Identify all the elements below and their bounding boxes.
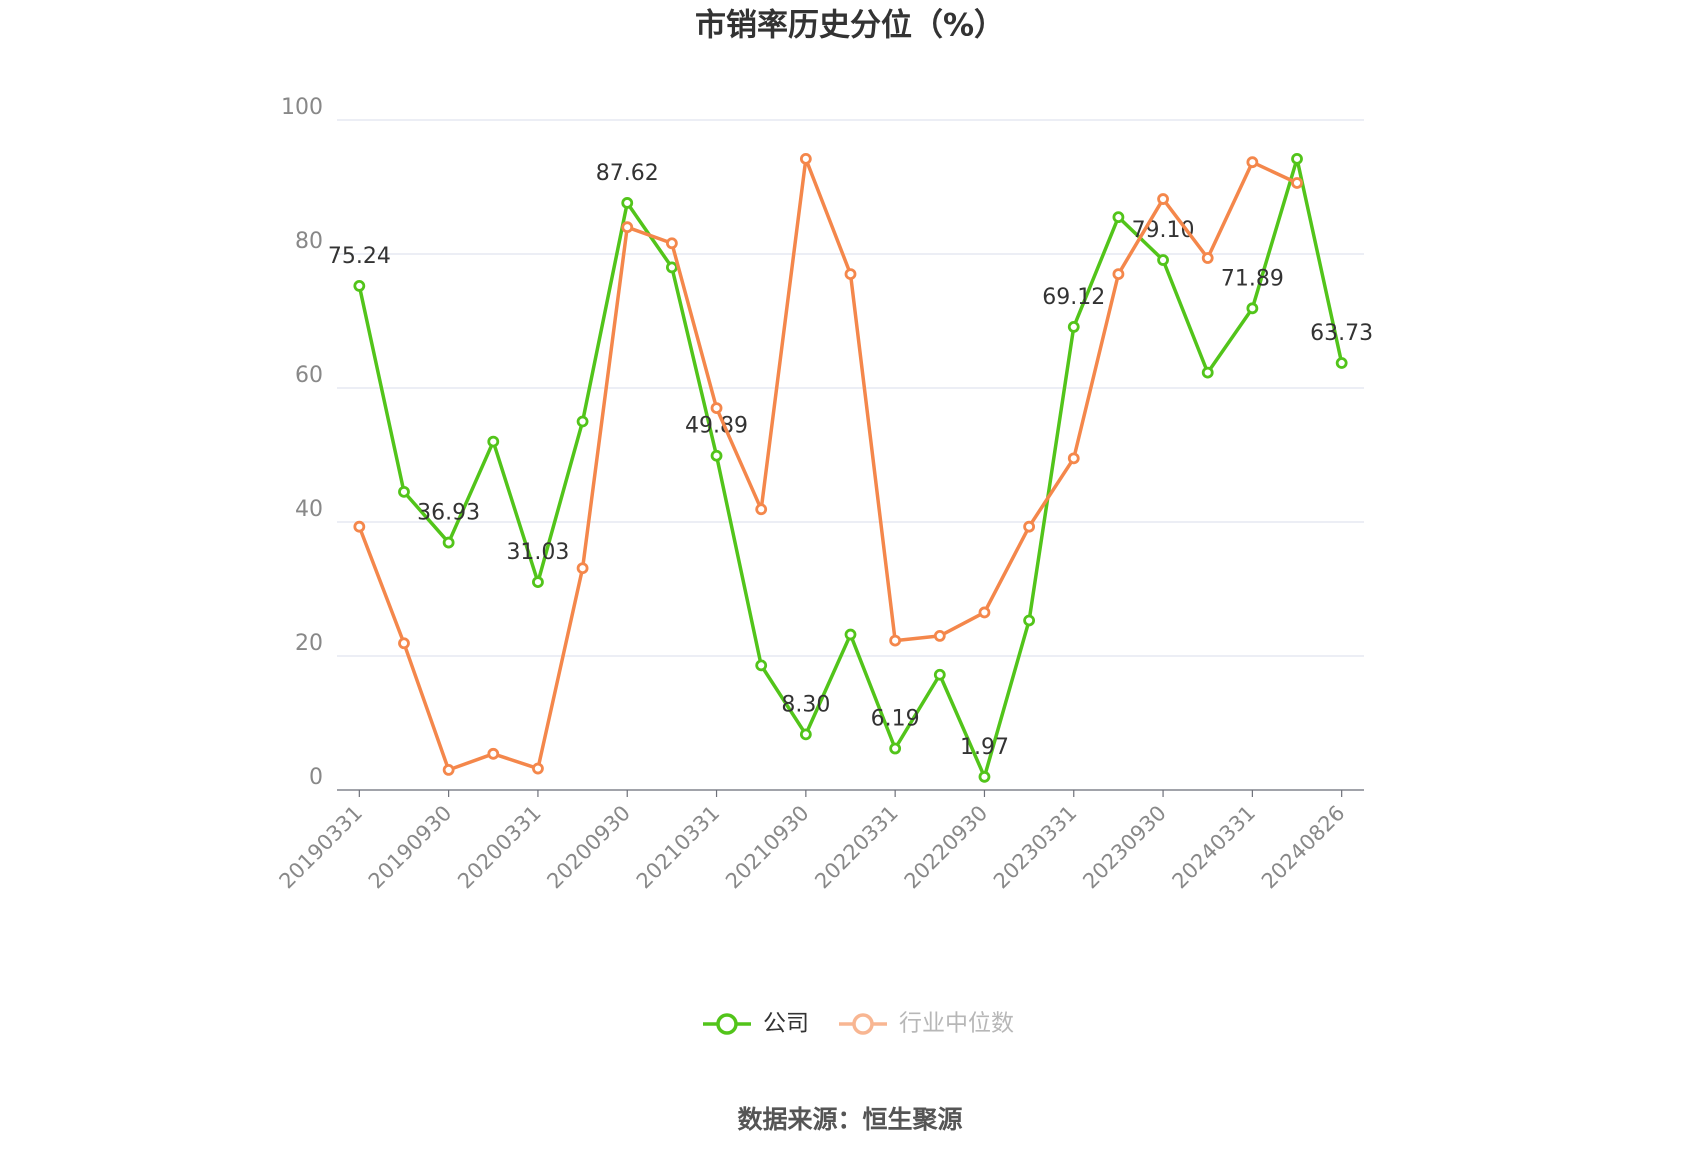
data-point	[532, 762, 544, 775]
data-point	[1201, 252, 1214, 264]
data-point	[889, 634, 902, 647]
x-tick-label: 20230930	[1078, 801, 1171, 894]
data-point	[353, 520, 366, 533]
x-tick-label: 20200930	[542, 801, 635, 894]
data-point	[532, 576, 544, 588]
chart-title: 市销率历史分位（%）	[695, 8, 1005, 44]
data-point	[487, 435, 500, 448]
data-point	[1291, 152, 1303, 165]
source-note: 数据来源：恒生聚源	[737, 1105, 962, 1134]
data-point	[1157, 254, 1169, 266]
x-tick-label: 20190930	[364, 801, 457, 894]
x-tick-label: 20230331	[989, 801, 1082, 894]
data-point	[844, 628, 857, 641]
data-point	[933, 630, 946, 642]
legend-label: 公司	[763, 1011, 809, 1037]
legend-marker	[852, 1013, 874, 1035]
x-tick-label: 20210331	[632, 801, 725, 894]
data-point	[442, 536, 455, 549]
data-point	[1201, 366, 1214, 379]
data-label: 75.24	[328, 244, 391, 269]
data-point	[1246, 302, 1259, 315]
data-label: 63.73	[1310, 321, 1373, 346]
data-label: 69.12	[1042, 285, 1105, 310]
y-tick-label: 60	[295, 363, 323, 388]
data-point	[1335, 357, 1348, 369]
data-point	[1112, 268, 1125, 281]
data-label: 49.89	[685, 414, 748, 439]
data-point	[978, 606, 991, 619]
data-point	[1112, 211, 1125, 224]
data-point	[755, 659, 768, 672]
data-point	[487, 747, 500, 760]
x-tick-label: 20210930	[721, 801, 814, 894]
data-point	[755, 503, 768, 516]
data-point	[710, 402, 723, 415]
series-line	[357, 157, 1344, 779]
legend-marker	[716, 1013, 738, 1035]
data-point	[576, 415, 589, 428]
y-tick-label: 20	[295, 631, 323, 656]
data-label: 87.62	[596, 161, 659, 186]
data-point	[1246, 156, 1259, 169]
data-point	[978, 770, 991, 783]
data-point	[1291, 177, 1303, 189]
x-tick-label: 20220331	[810, 801, 903, 894]
data-point	[621, 197, 634, 209]
data-point	[398, 637, 410, 650]
data-point	[799, 152, 812, 165]
data-point	[398, 485, 410, 498]
data-point	[799, 728, 812, 741]
data-point	[665, 261, 678, 274]
legend-item[interactable]: 公司	[703, 1011, 809, 1037]
data-point	[576, 562, 589, 575]
legend-item[interactable]: 行业中位数	[839, 1011, 1014, 1037]
data-label: 8.30	[781, 692, 830, 717]
data-point	[1023, 614, 1036, 627]
y-tick-label: 40	[295, 497, 323, 522]
data-point	[442, 764, 455, 776]
data-label: 36.93	[417, 501, 480, 526]
x-tick-label: 20190331	[275, 801, 368, 894]
data-point	[710, 449, 723, 462]
data-point	[844, 268, 857, 281]
x-tick-label: 20200331	[453, 801, 546, 894]
data-point	[665, 237, 678, 250]
data-point	[889, 742, 902, 755]
data-point	[933, 668, 946, 681]
x-tick-label: 20240826	[1257, 801, 1350, 894]
data-label: 1.97	[960, 735, 1009, 760]
data-label: 31.03	[506, 540, 569, 565]
data-label: 79.10	[1132, 218, 1195, 243]
data-point	[353, 279, 366, 292]
data-point	[621, 221, 634, 234]
data-point	[1067, 320, 1080, 333]
y-tick-label: 100	[281, 95, 323, 120]
x-tick-label: 20220930	[900, 801, 993, 894]
data-point	[1157, 193, 1169, 205]
legend-label: 行业中位数	[899, 1011, 1014, 1037]
series-line	[357, 157, 1298, 772]
x-tick-label: 20240331	[1168, 801, 1261, 894]
data-point	[1067, 452, 1080, 465]
data-label: 6.19	[871, 707, 920, 732]
y-tick-label: 0	[309, 765, 323, 790]
y-tick-label: 80	[295, 229, 323, 254]
data-point	[1023, 520, 1036, 533]
data-label: 71.89	[1221, 266, 1284, 291]
